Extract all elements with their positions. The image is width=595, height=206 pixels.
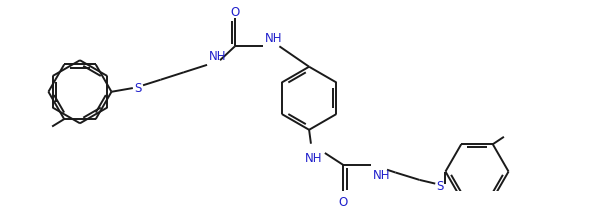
Text: O: O <box>230 6 240 19</box>
Text: NH: NH <box>373 168 390 181</box>
Text: NH: NH <box>265 32 282 45</box>
Text: NH: NH <box>209 50 227 63</box>
Text: S: S <box>436 179 444 192</box>
Text: O: O <box>339 195 348 206</box>
Text: NH: NH <box>305 151 322 164</box>
Text: S: S <box>134 81 141 94</box>
